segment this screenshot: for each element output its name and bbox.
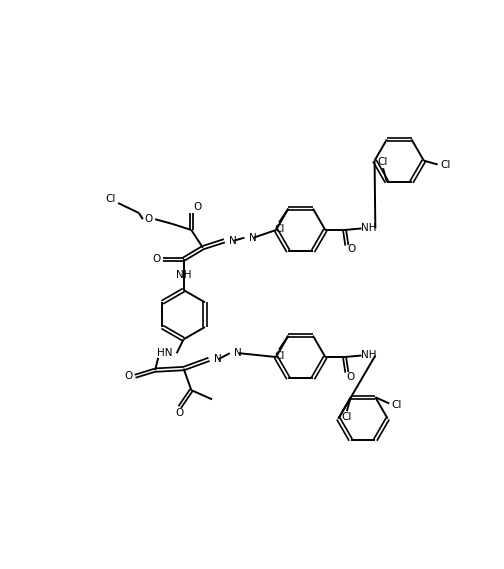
Text: Cl: Cl bbox=[440, 159, 451, 170]
Text: Cl: Cl bbox=[378, 157, 388, 167]
Text: O: O bbox=[194, 202, 202, 212]
Text: O: O bbox=[347, 244, 356, 254]
Text: NH: NH bbox=[361, 351, 377, 361]
Text: NH: NH bbox=[176, 270, 192, 279]
Text: N: N bbox=[229, 236, 237, 246]
Text: O: O bbox=[153, 254, 161, 264]
Text: O: O bbox=[145, 214, 153, 224]
Text: O: O bbox=[175, 408, 184, 418]
Text: Cl: Cl bbox=[105, 194, 115, 204]
Text: Cl: Cl bbox=[342, 413, 352, 422]
Text: O: O bbox=[125, 372, 133, 381]
Text: N: N bbox=[234, 348, 242, 358]
Text: O: O bbox=[347, 372, 355, 382]
Text: N: N bbox=[249, 233, 257, 243]
Text: Cl: Cl bbox=[392, 400, 402, 410]
Text: Cl: Cl bbox=[274, 224, 284, 234]
Text: HN: HN bbox=[157, 348, 172, 358]
Text: N: N bbox=[214, 354, 221, 364]
Text: Cl: Cl bbox=[274, 351, 284, 361]
Text: NH: NH bbox=[361, 224, 377, 233]
